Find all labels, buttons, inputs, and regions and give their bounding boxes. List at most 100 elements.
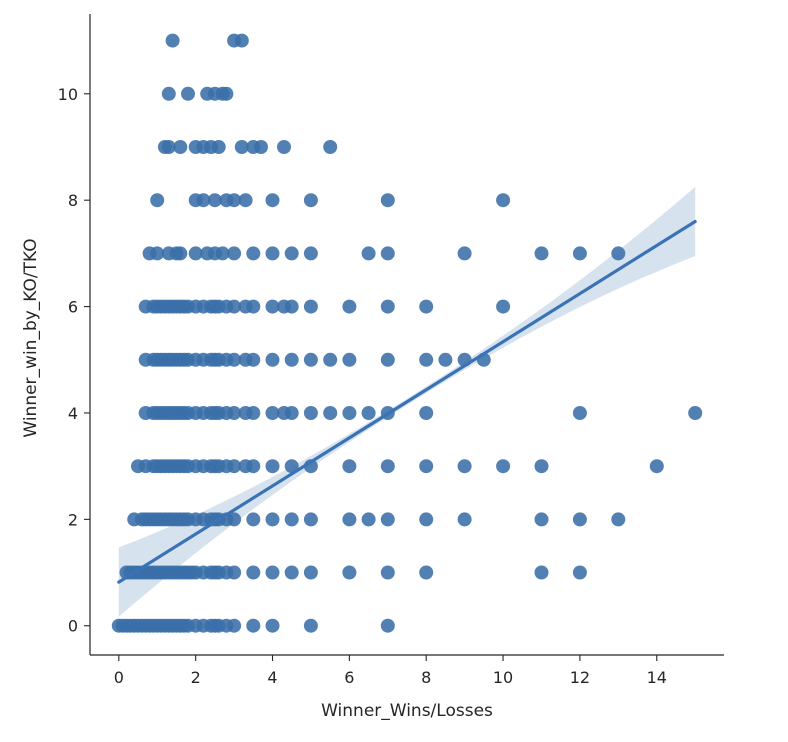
data-point <box>227 618 242 633</box>
data-point <box>419 459 434 474</box>
data-point <box>342 565 357 580</box>
data-point <box>246 352 261 367</box>
data-point <box>277 140 291 154</box>
data-point <box>234 140 249 154</box>
x-axis-label: Winner_Wins/Losses <box>321 701 493 721</box>
data-point <box>342 352 357 367</box>
data-point <box>284 459 299 474</box>
data-point <box>161 140 176 154</box>
data-point <box>303 246 318 261</box>
data-point <box>207 193 222 208</box>
data-point <box>254 140 268 154</box>
data-point <box>227 352 242 367</box>
data-point <box>380 459 395 474</box>
data-point <box>265 352 280 367</box>
data-point <box>303 512 318 527</box>
data-point <box>361 246 376 261</box>
data-point <box>438 352 453 367</box>
data-point <box>611 512 626 527</box>
data-point <box>265 512 280 527</box>
data-point <box>342 406 357 420</box>
data-point <box>150 193 165 208</box>
data-point <box>165 33 180 48</box>
data-point <box>342 299 357 314</box>
data-point <box>303 565 318 580</box>
data-point <box>196 193 211 208</box>
data-point <box>572 246 587 261</box>
data-point <box>238 193 253 208</box>
y-tick-label: 10 <box>58 85 78 104</box>
y-tick-label: 6 <box>68 298 78 317</box>
data-point <box>419 352 434 367</box>
data-point <box>342 459 357 474</box>
data-point <box>265 459 280 474</box>
ticks: 0 2 4 6 8 10 12 14 0 2 4 6 8 10 <box>58 85 667 687</box>
x-tick-label: 12 <box>570 668 590 687</box>
data-point <box>265 406 280 420</box>
y-tick-label: 4 <box>68 404 78 423</box>
data-point <box>688 406 703 420</box>
data-point <box>161 86 176 101</box>
x-tick-label: 2 <box>191 668 201 687</box>
data-point <box>227 565 242 580</box>
data-point <box>303 618 318 633</box>
data-point <box>173 246 188 261</box>
data-point <box>227 512 242 527</box>
data-point <box>380 565 395 580</box>
y-tick-label: 2 <box>68 510 78 529</box>
data-point <box>303 406 318 420</box>
data-point <box>246 246 261 261</box>
data-point <box>284 299 299 314</box>
data-point <box>419 565 434 580</box>
data-point <box>534 246 549 261</box>
data-point <box>246 299 261 314</box>
data-point <box>323 406 338 420</box>
data-point <box>227 193 242 208</box>
data-point <box>211 140 226 154</box>
x-tick-label: 6 <box>344 668 354 687</box>
data-point <box>227 406 242 420</box>
data-point <box>457 246 472 261</box>
data-point <box>227 299 242 314</box>
data-point <box>284 512 299 527</box>
data-point <box>572 406 587 420</box>
y-tick-label: 0 <box>68 617 78 636</box>
data-point <box>246 565 261 580</box>
data-point <box>323 352 338 367</box>
data-point <box>649 459 664 474</box>
data-point <box>380 618 395 633</box>
data-point <box>496 193 511 208</box>
data-point <box>496 459 511 474</box>
y-axis-label: Winner_win_by_KO/TKO <box>21 238 41 437</box>
data-point <box>380 512 395 527</box>
data-point <box>284 246 299 261</box>
data-point <box>246 512 261 527</box>
data-point <box>246 459 261 474</box>
data-point <box>284 352 299 367</box>
data-point <box>246 618 261 633</box>
data-point <box>361 512 376 527</box>
data-point <box>419 512 434 527</box>
data-point <box>227 246 242 261</box>
data-point <box>534 565 549 580</box>
data-point <box>265 246 280 261</box>
data-point <box>303 193 318 208</box>
data-point <box>419 299 434 314</box>
data-point <box>419 406 434 420</box>
data-point <box>496 299 511 314</box>
data-point <box>246 406 261 420</box>
data-point <box>219 86 234 101</box>
data-point <box>457 512 472 527</box>
data-point <box>303 352 318 367</box>
data-point <box>380 299 395 314</box>
x-tick-label: 14 <box>647 668 667 687</box>
data-point <box>265 618 280 633</box>
data-point <box>215 246 230 261</box>
data-point <box>234 33 249 48</box>
data-point <box>572 565 587 580</box>
data-point <box>188 246 203 261</box>
data-point <box>284 406 299 420</box>
regression-line <box>117 219 697 584</box>
y-tick-label: 8 <box>68 191 78 210</box>
